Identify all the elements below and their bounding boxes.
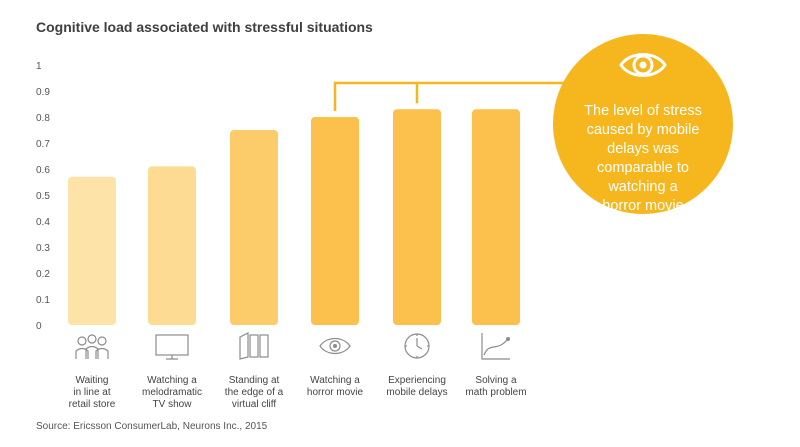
x-tick-label: Solving a math problem — [453, 375, 539, 399]
graph-icon — [481, 333, 510, 360]
x-tick-label-line: Solving a — [475, 375, 517, 386]
x-tick-label-line: TV show — [152, 399, 192, 410]
y-tick-label: 0.4 — [36, 217, 50, 228]
y-tick-label: 1 — [36, 61, 42, 72]
bar — [393, 109, 441, 325]
callout-line: watching a — [608, 179, 678, 195]
eye-icon — [319, 337, 351, 355]
bar — [68, 176, 116, 325]
x-tick-label-line: virtual cliff — [231, 399, 277, 410]
y-tick-label: 0.1 — [36, 295, 50, 306]
y-tick-label: 0.2 — [36, 269, 50, 280]
x-tick-label-line: the edge of a — [224, 387, 284, 398]
y-tick-label: 0.5 — [36, 191, 50, 202]
x-tick-label: Watching a horror movie — [292, 375, 378, 399]
chart-title: Cognitive load associated with stressful… — [36, 19, 373, 35]
callout-line: delays was — [607, 141, 679, 157]
bar — [472, 109, 520, 325]
bar — [311, 117, 359, 325]
y-tick-label: 0.3 — [36, 243, 50, 254]
callout-circle: The level of stress caused by mobile delay… — [553, 34, 733, 214]
bar — [230, 130, 278, 325]
y-tick-label: 0.8 — [36, 113, 50, 124]
x-tick-label-line: melodramatic — [141, 387, 203, 398]
x-tick-label-line: Experiencing — [388, 375, 446, 386]
x-tick-label-line: retail store — [68, 399, 116, 410]
callout-line: The level of stress — [584, 103, 702, 119]
y-tick-label: 0.9 — [36, 87, 50, 98]
x-tick-label-line: Watching a — [147, 375, 197, 386]
x-tick-label-line: Standing at — [228, 375, 280, 386]
y-tick-label: 0.7 — [36, 139, 50, 150]
callout-line: horror movie — [602, 198, 684, 214]
callout-line: comparable to — [597, 160, 689, 176]
clock-icon — [404, 333, 430, 359]
y-tick-label: 0 — [36, 321, 42, 332]
eye-icon — [619, 53, 667, 77]
callout-text: The level of stress caused by mobile delay… — [563, 102, 723, 216]
source-note: Source: Ericsson ConsumerLab, Neurons In… — [36, 421, 268, 432]
cliff-panels-icon — [239, 332, 269, 360]
x-tick-label: Experiencing mobile delays — [374, 375, 460, 399]
x-tick-label: Watching a melodramatic TV show — [129, 375, 215, 411]
bar — [148, 166, 196, 325]
x-tick-label-line: Waiting — [75, 375, 109, 386]
tv-icon — [155, 334, 189, 360]
x-tick-label: Standing at the edge of a virtual cliff — [211, 375, 297, 411]
people-icon — [75, 334, 109, 359]
x-tick-label-line: Watching a — [310, 375, 360, 386]
x-tick-label-line: horror movie — [306, 387, 364, 398]
annotation-bracket — [333, 81, 600, 111]
callout-line: caused by mobile — [586, 122, 700, 138]
x-tick-label-line: mobile delays — [386, 387, 448, 398]
x-tick-label: Waiting in line at retail store — [49, 375, 135, 411]
x-tick-label-line: in line at — [73, 387, 111, 398]
x-tick-label-line: math problem — [465, 387, 527, 398]
y-tick-label: 0.6 — [36, 165, 50, 176]
